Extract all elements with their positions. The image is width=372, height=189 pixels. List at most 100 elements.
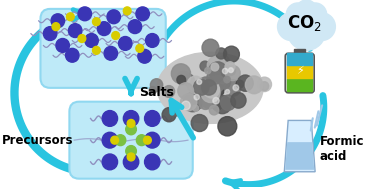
Bar <box>287 66 312 78</box>
Circle shape <box>52 23 60 31</box>
Circle shape <box>209 75 225 92</box>
Circle shape <box>138 49 151 63</box>
Circle shape <box>191 115 208 132</box>
Circle shape <box>208 83 215 89</box>
Circle shape <box>93 18 100 26</box>
Circle shape <box>198 77 214 93</box>
Circle shape <box>124 111 139 126</box>
Circle shape <box>187 76 204 93</box>
Circle shape <box>102 111 118 126</box>
Circle shape <box>124 154 139 170</box>
Circle shape <box>308 13 336 40</box>
Circle shape <box>278 13 305 40</box>
Circle shape <box>202 80 217 95</box>
Circle shape <box>127 119 135 127</box>
Circle shape <box>171 64 190 84</box>
Circle shape <box>162 108 176 122</box>
Bar <box>294 49 305 53</box>
Polygon shape <box>284 120 315 172</box>
Text: CO$_2$: CO$_2$ <box>287 13 322 33</box>
Circle shape <box>207 70 221 85</box>
Circle shape <box>225 90 230 94</box>
Circle shape <box>193 79 209 95</box>
Circle shape <box>221 95 235 110</box>
Ellipse shape <box>157 52 263 123</box>
Circle shape <box>182 101 190 110</box>
Circle shape <box>214 95 231 114</box>
Circle shape <box>173 109 180 116</box>
Circle shape <box>127 153 135 161</box>
Circle shape <box>128 20 142 34</box>
Bar <box>287 53 312 65</box>
Polygon shape <box>285 142 314 170</box>
Circle shape <box>149 87 157 94</box>
Circle shape <box>126 146 137 156</box>
FancyBboxPatch shape <box>41 9 166 88</box>
Circle shape <box>296 0 317 22</box>
Circle shape <box>218 74 228 84</box>
Circle shape <box>201 83 220 103</box>
Circle shape <box>200 61 210 71</box>
Circle shape <box>225 80 241 96</box>
Circle shape <box>178 83 193 99</box>
Circle shape <box>104 46 118 60</box>
Circle shape <box>213 85 221 94</box>
Circle shape <box>145 154 160 170</box>
Circle shape <box>180 94 197 111</box>
Text: Formic
acid: Formic acid <box>320 135 365 163</box>
Circle shape <box>144 136 151 144</box>
Circle shape <box>286 3 310 27</box>
Circle shape <box>67 13 74 21</box>
Circle shape <box>124 7 131 15</box>
Bar <box>287 79 312 91</box>
Circle shape <box>213 91 219 97</box>
Circle shape <box>218 117 237 136</box>
Circle shape <box>212 101 222 110</box>
Circle shape <box>97 22 111 36</box>
Circle shape <box>209 62 227 81</box>
Circle shape <box>183 92 202 112</box>
Circle shape <box>85 34 98 47</box>
Circle shape <box>222 68 228 74</box>
Circle shape <box>111 136 119 144</box>
Circle shape <box>102 132 118 148</box>
Circle shape <box>197 79 202 84</box>
Circle shape <box>287 11 326 50</box>
Circle shape <box>207 56 225 75</box>
Circle shape <box>126 124 137 135</box>
Circle shape <box>150 79 163 91</box>
Circle shape <box>237 75 253 91</box>
Circle shape <box>210 83 217 90</box>
Circle shape <box>44 27 57 40</box>
Circle shape <box>257 77 272 91</box>
Circle shape <box>56 39 70 52</box>
Circle shape <box>205 67 211 74</box>
Circle shape <box>112 32 119 40</box>
Circle shape <box>246 76 263 94</box>
Circle shape <box>137 135 147 146</box>
Circle shape <box>203 81 219 98</box>
Circle shape <box>219 56 229 67</box>
Circle shape <box>199 96 212 109</box>
Circle shape <box>145 111 160 126</box>
Circle shape <box>102 154 118 170</box>
Circle shape <box>216 48 227 59</box>
Circle shape <box>51 14 65 28</box>
Circle shape <box>119 36 132 50</box>
Circle shape <box>225 65 240 81</box>
Circle shape <box>145 132 160 148</box>
Circle shape <box>65 48 79 62</box>
Circle shape <box>226 66 235 76</box>
Circle shape <box>78 35 86 43</box>
Circle shape <box>202 94 216 109</box>
Circle shape <box>68 24 82 37</box>
Circle shape <box>218 89 224 95</box>
Circle shape <box>194 94 199 100</box>
Circle shape <box>93 46 100 54</box>
Circle shape <box>136 44 144 52</box>
Circle shape <box>107 10 121 24</box>
Circle shape <box>202 86 214 98</box>
Circle shape <box>177 71 190 85</box>
Circle shape <box>202 78 220 97</box>
Circle shape <box>213 98 219 104</box>
